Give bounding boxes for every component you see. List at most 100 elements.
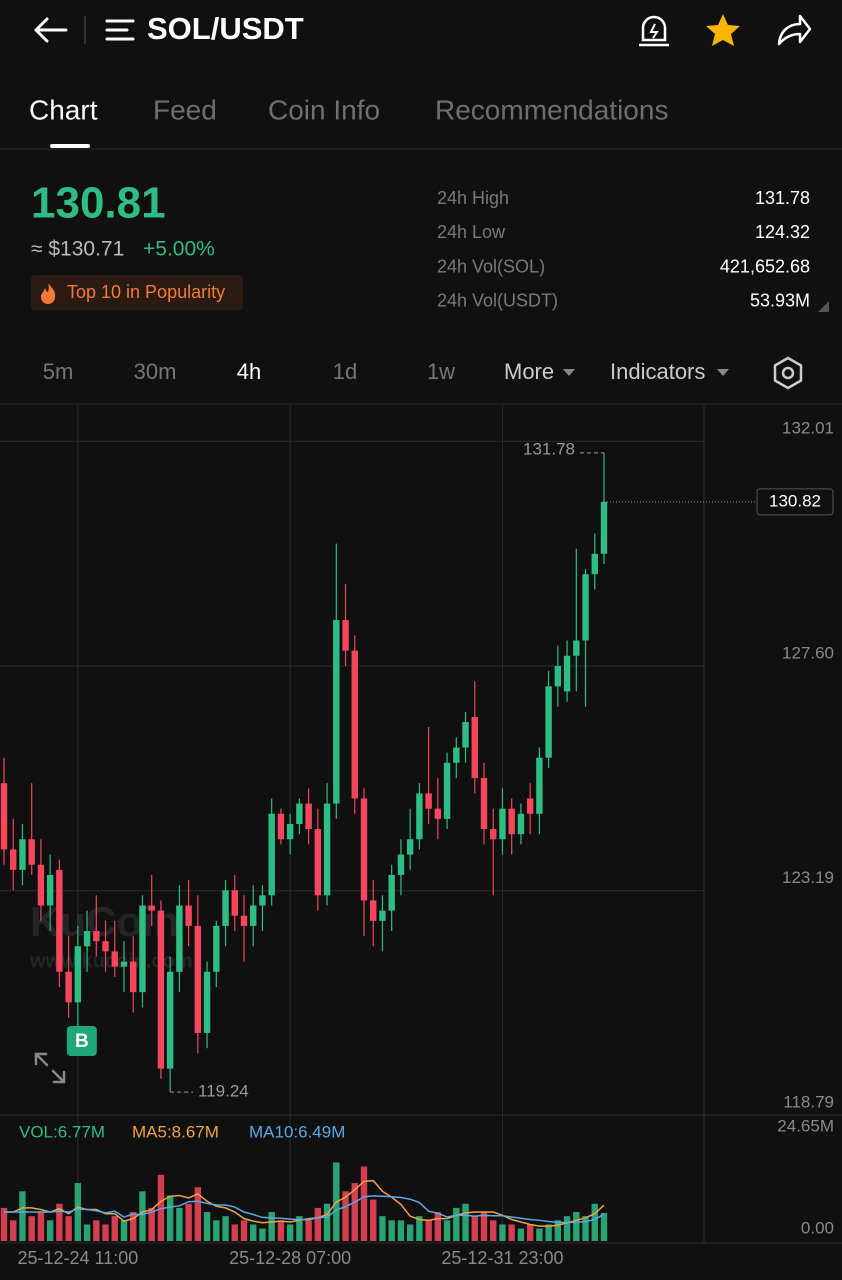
overlay: 131.78 119.24 130.82 B [66, 439, 834, 1101]
volume-bar [259, 1228, 266, 1241]
stat-label: 24h Vol(SOL) [437, 256, 545, 276]
timeframe[interactable]: 4h [237, 359, 261, 384]
candle-body [471, 716, 478, 779]
candle-body [166, 971, 174, 1069]
volume-tick-label: 24.65M [777, 1116, 834, 1135]
candle-body [28, 839, 35, 865]
indicators-menu[interactable]: Indicators [610, 359, 705, 384]
volume-bar [453, 1207, 460, 1241]
candle-body [490, 829, 497, 840]
stats: 24h High 131.78 24h Low 124.32 24h Vol(SOL) 4… [437, 188, 810, 311]
popularity-badge [31, 275, 243, 310]
volume-bar [56, 1203, 63, 1241]
volume-bar [286, 1224, 294, 1241]
tab-underline [50, 144, 90, 148]
menu-icon[interactable] [105, 19, 135, 41]
volume-bar [554, 1220, 562, 1241]
stat-value: 131.78 [755, 188, 810, 208]
volume-bar [268, 1212, 275, 1241]
more-menu[interactable]: More [504, 359, 554, 384]
last-price: 130.81 [31, 179, 166, 228]
candle-body [120, 961, 128, 967]
tab-active[interactable]: Chart [29, 94, 98, 125]
candles [0, 452, 608, 1093]
volume-bar [213, 1220, 220, 1241]
volume-bar [490, 1220, 497, 1241]
volume-bar [102, 1224, 109, 1241]
price-change: +5.00% [143, 238, 215, 261]
tab[interactable]: Recommendations [435, 94, 668, 125]
volume-bar [434, 1212, 442, 1241]
candle-body [65, 971, 72, 1003]
volume-bar [388, 1220, 395, 1241]
low-marker-label: 119.24 [198, 1082, 249, 1101]
candle-body [573, 640, 580, 656]
settings-icon[interactable] [773, 356, 803, 390]
candle-body [397, 854, 405, 875]
volume-bar [370, 1199, 377, 1241]
candle-body [19, 839, 26, 870]
volume-bar [120, 1220, 128, 1241]
volume-bar [0, 1207, 8, 1241]
candle-body [591, 553, 598, 575]
candle-body [508, 808, 515, 835]
x-tick-label: 25-12-31 23:00 [441, 1248, 563, 1268]
timeframe[interactable]: 5m [43, 359, 74, 384]
volume-bar [323, 1203, 331, 1241]
candle-body [314, 829, 322, 896]
volume-bar [517, 1228, 525, 1241]
tab[interactable]: Coin Info [268, 94, 380, 125]
candle-body [360, 798, 368, 901]
volume-bar [526, 1224, 534, 1241]
pair-title[interactable]: SOL/USDT [147, 11, 304, 46]
alert-icon[interactable] [639, 15, 669, 47]
caret [717, 369, 729, 376]
share-icon[interactable] [777, 14, 812, 46]
candle-body [222, 890, 229, 926]
signal-marker [66, 1026, 97, 1056]
timeframe[interactable]: 30m [134, 359, 177, 384]
candle-body [333, 620, 340, 804]
candle-body [203, 971, 211, 1033]
volume-bar [148, 1207, 155, 1241]
candle-body [130, 961, 137, 993]
candle-body [443, 762, 451, 819]
candle-body [296, 803, 303, 824]
candle-body [370, 900, 377, 921]
legend-entry: MA5:8.67M [132, 1122, 219, 1141]
volume-bar [46, 1220, 54, 1241]
volume-bar [250, 1224, 257, 1241]
timeframes: 5m 30m 4h 1d 1w [43, 359, 455, 384]
back-button[interactable] [34, 17, 68, 43]
last-price-label: 130.82 [769, 491, 821, 510]
volume-bar [111, 1216, 118, 1241]
volume-bar [65, 1216, 72, 1241]
volume-bar [499, 1224, 506, 1241]
volume-bar [139, 1191, 146, 1241]
candle-body [56, 869, 63, 972]
timeframe[interactable]: 1d [333, 359, 357, 384]
favorite-star[interactable] [706, 14, 740, 46]
stat-value: 124.32 [755, 222, 810, 242]
candle-body [305, 803, 312, 830]
candle-body [526, 798, 534, 814]
volume-bar [480, 1212, 488, 1241]
volume-bar [573, 1212, 580, 1241]
volume-bar [563, 1216, 571, 1241]
stat-caret [818, 301, 829, 312]
candle-body [46, 874, 54, 906]
high-marker-label: 131.78 [523, 439, 575, 458]
tab[interactable]: Feed [153, 94, 217, 125]
volume-bar [305, 1220, 312, 1241]
volume-bar [277, 1220, 285, 1241]
candle-body [93, 931, 100, 942]
candle-body [480, 778, 488, 830]
fire-icon [41, 283, 56, 304]
candle-body [83, 931, 91, 947]
candle-body [157, 910, 165, 1069]
candle-body [563, 655, 571, 692]
volume-bar [185, 1203, 192, 1241]
expand-icon[interactable] [34, 1052, 66, 1084]
timeframe[interactable]: 1w [427, 359, 455, 384]
